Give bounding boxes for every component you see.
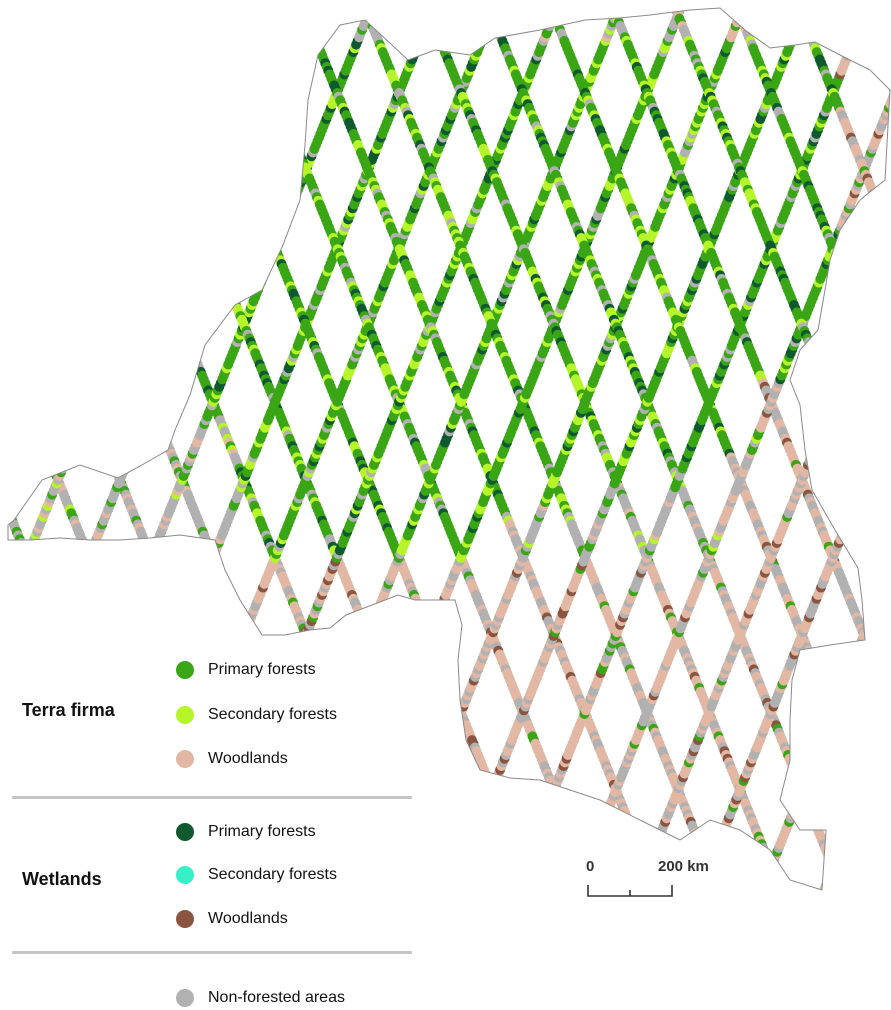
legend-label: Primary forests [208,661,316,679]
legend-divider [12,796,412,799]
legend: Terra firma Primary forests Secondary fo… [0,650,420,1010]
legend-swatch [176,866,194,884]
legend-item-wet-primary: Primary forests [176,821,316,843]
legend-swatch [176,823,194,841]
legend-item-wet-secondary: Secondary forests [176,864,337,886]
legend-swatch [176,910,194,928]
legend-item-terra-secondary: Secondary forests [176,704,337,726]
legend-swatch [176,661,194,679]
legend-label: Secondary forests [208,706,337,724]
legend-divider [12,951,412,954]
scale-bar-line [586,858,726,902]
legend-swatch [176,706,194,724]
legend-item-terra-primary: Primary forests [176,659,316,681]
legend-group-wetlands: Wetlands [22,869,102,890]
legend-swatch [176,989,194,1007]
scale-bar: 0 200 km [586,858,726,902]
legend-label: Non-forested areas [208,989,345,1007]
legend-item-non-forested: Non-forested areas [176,987,345,1009]
legend-swatch [176,750,194,768]
legend-label: Primary forests [208,823,316,841]
legend-item-terra-woodlands: Woodlands [176,748,288,770]
legend-item-wet-woodlands: Woodlands [176,908,288,930]
legend-label: Woodlands [208,750,288,768]
legend-group-terra-firma: Terra firma [22,700,115,721]
legend-label: Woodlands [208,910,288,928]
legend-label: Secondary forests [208,866,337,884]
